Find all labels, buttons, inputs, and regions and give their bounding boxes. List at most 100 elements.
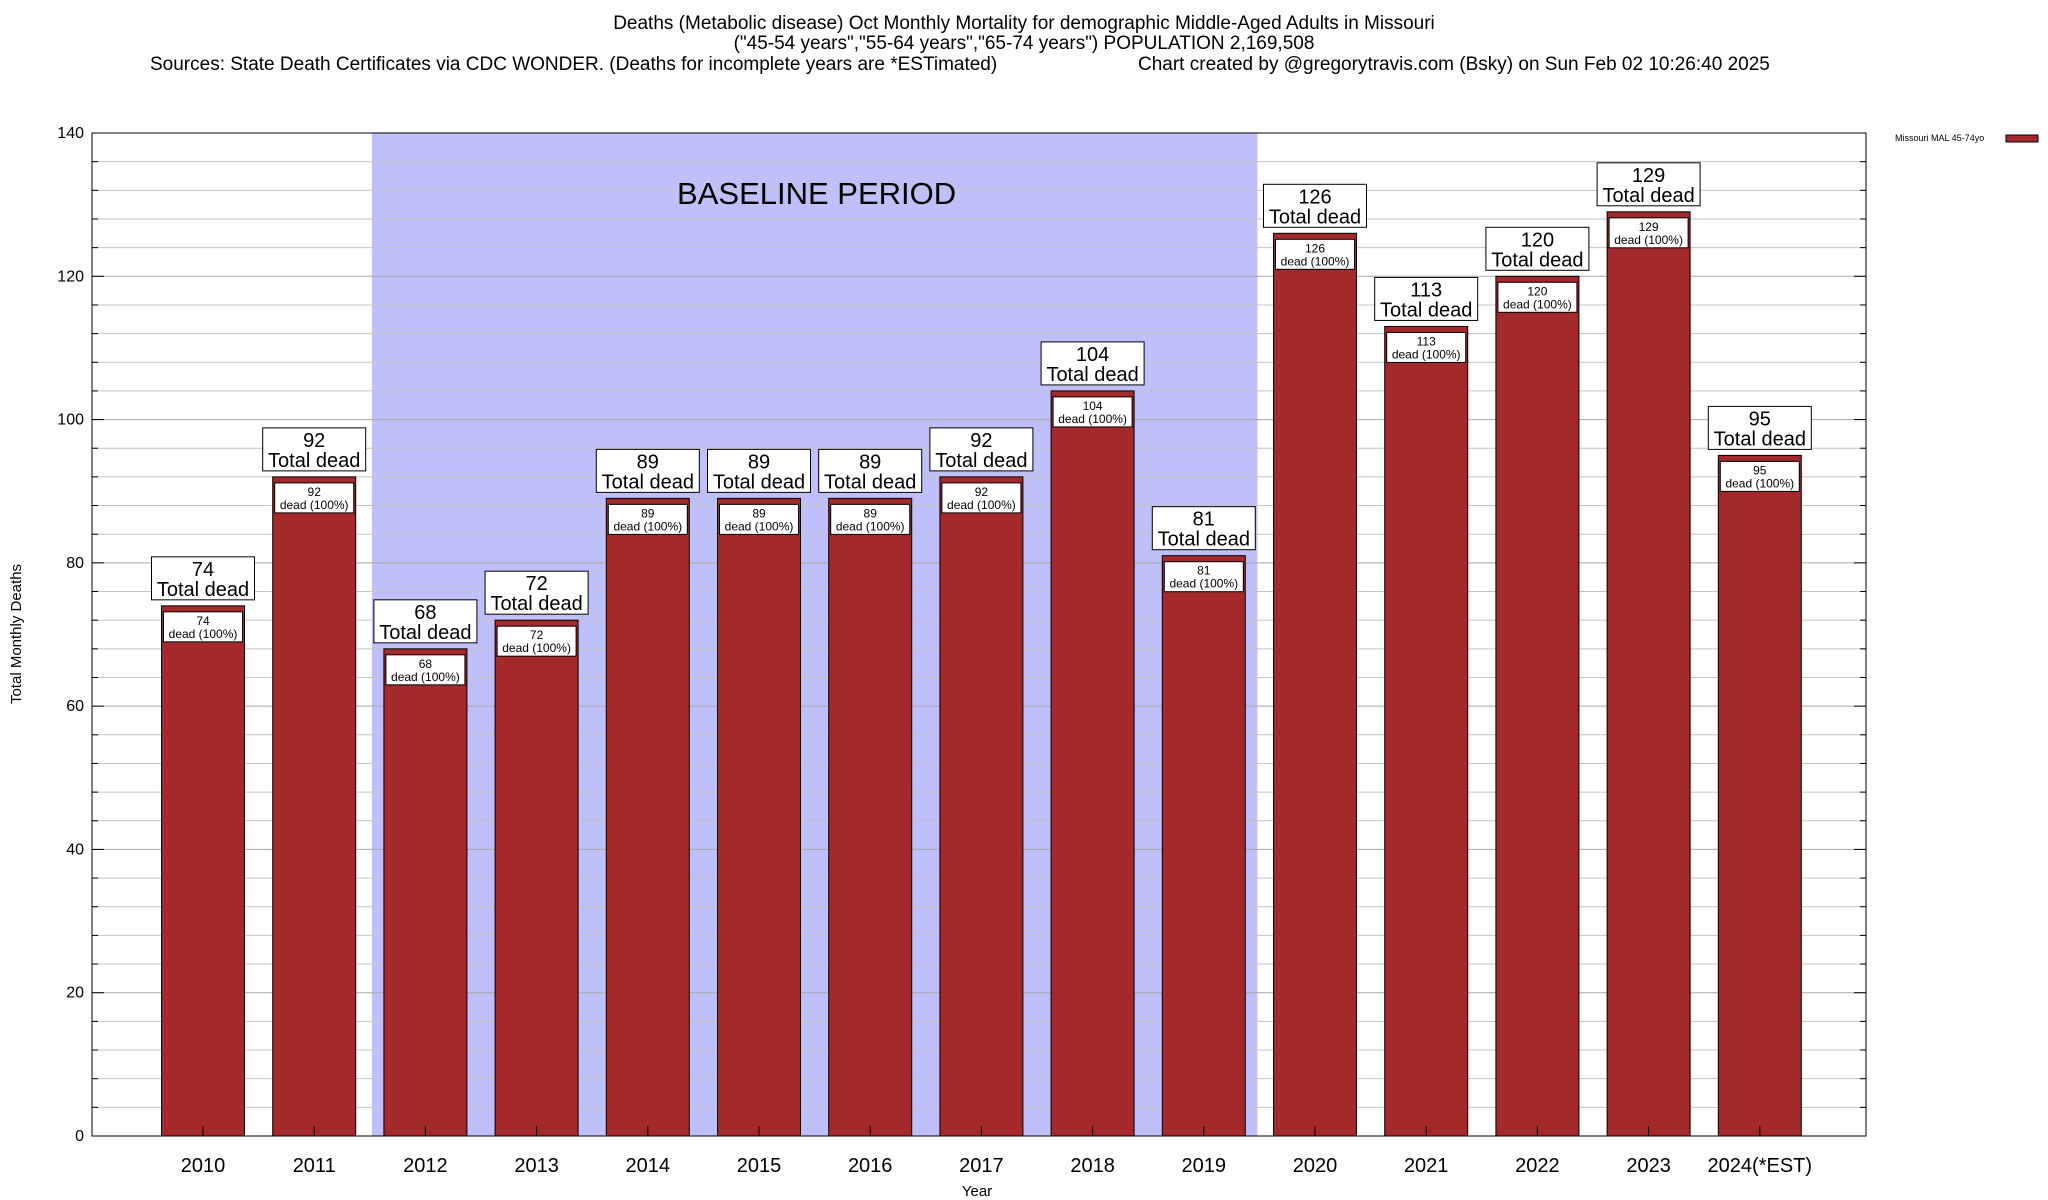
inner-label-value: 120 (1527, 284, 1547, 298)
inner-label-box (1386, 331, 1467, 363)
bar (272, 476, 357, 1137)
bar (1273, 232, 1357, 1137)
top-label-box (595, 448, 700, 493)
data-label-text: Total dead (379, 622, 471, 644)
inner-label-text: dead (100%) (391, 670, 460, 684)
inner-label-value: 89 (752, 506, 766, 520)
bar (828, 497, 913, 1137)
top-label-box (929, 427, 1034, 472)
inner-label-box (1719, 460, 1800, 492)
data-label-text: Total dead (602, 471, 694, 493)
inner-label-value: 68 (419, 657, 433, 671)
inner-label-value: 104 (1083, 399, 1103, 413)
inner-label-box (830, 503, 911, 535)
data-label-text: Total dead (1158, 529, 1250, 551)
data-label: 74 (192, 559, 214, 581)
top-label-box (373, 599, 478, 644)
inner-label-value: 74 (196, 614, 210, 628)
data-label-text: Total dead (1602, 185, 1694, 207)
inner-label-box (941, 482, 1022, 514)
data-label: 92 (303, 430, 325, 452)
inner-label-text: dead (100%) (169, 627, 238, 641)
plot-border (91, 132, 1867, 1137)
inner-label-box (163, 611, 243, 643)
bar (1050, 390, 1135, 1137)
inner-label-box (1608, 217, 1689, 249)
data-label-text: Total dead (713, 471, 805, 493)
inner-label-text: dead (100%) (1169, 577, 1238, 591)
inner-label-value: 72 (530, 628, 544, 642)
title-line-2: ("45-54 years","55-64 years","65-74 year… (733, 33, 1315, 54)
inner-label-text: dead (100%) (1725, 476, 1794, 490)
bar (1606, 211, 1691, 1137)
data-label: 89 (637, 451, 659, 473)
inner-label-value: 113 (1417, 334, 1436, 348)
data-label: 68 (414, 602, 436, 624)
inner-label-text: dead (100%) (280, 498, 349, 512)
inner-label-value: 95 (1753, 463, 1767, 477)
bar (939, 476, 1024, 1137)
data-label-text: Total dead (1714, 428, 1806, 450)
title-line-1: Deaths (Metabolic disease) Oct Monthly M… (613, 13, 1435, 34)
bar (1495, 275, 1580, 1137)
top-label-box (1596, 162, 1701, 207)
y-tick-label: 140 (57, 125, 84, 142)
y-tick-label: 0 (75, 1128, 84, 1145)
inner-label-box (496, 625, 577, 657)
inner-label-value: 92 (308, 485, 322, 499)
x-axis-label: Year (962, 1183, 992, 1200)
bar (1384, 325, 1469, 1137)
data-label: 92 (970, 430, 992, 452)
x-tick-label: 2021 (1404, 1155, 1449, 1177)
baseline-label: BASELINE PERIOD (677, 176, 956, 211)
inner-label-box (1052, 396, 1133, 428)
data-label: 89 (859, 451, 881, 473)
bar (1161, 555, 1246, 1137)
x-tick-label: 2018 (1070, 1155, 1115, 1177)
y-tick-label: 60 (66, 698, 84, 715)
data-label: 129 (1632, 165, 1665, 187)
data-label: 104 (1076, 344, 1109, 366)
data-label: 89 (748, 451, 770, 473)
inner-label-value: 129 (1639, 220, 1659, 234)
bar (717, 497, 801, 1137)
inner-label-text: dead (100%) (613, 519, 682, 533)
inner-label-box (385, 654, 466, 686)
bar (494, 619, 579, 1137)
x-tick-label: 2010 (181, 1155, 226, 1177)
data-label-text: Total dead (490, 593, 582, 615)
inner-label-value: 92 (975, 485, 989, 499)
top-label-box (1374, 276, 1479, 321)
data-label-text: Total dead (824, 471, 916, 493)
inner-label-value: 89 (864, 506, 878, 520)
data-label: 72 (525, 573, 547, 595)
sources-text: Sources: State Death Certificates via CD… (150, 54, 998, 75)
data-label: 81 (1193, 509, 1215, 531)
x-tick-label: 2023 (1626, 1155, 1671, 1177)
x-tick-label: 2022 (1515, 1155, 1560, 1177)
x-tick-label: 2012 (403, 1155, 448, 1177)
bar (1717, 454, 1802, 1137)
inner-label-value: 126 (1305, 241, 1325, 255)
y-tick-label: 40 (66, 841, 84, 858)
data-label: 120 (1521, 229, 1554, 251)
credit-text: Chart created by @gregorytravis.com (Bsk… (1138, 54, 1770, 75)
y-tick-label: 20 (66, 985, 84, 1002)
x-tick-label: 2015 (737, 1155, 782, 1177)
data-label-text: Total dead (1491, 249, 1583, 271)
inner-label-box (274, 482, 355, 514)
inner-label-box (1275, 238, 1355, 270)
top-label-box (262, 427, 367, 472)
inner-label-box (1163, 561, 1244, 593)
data-label-text: Total dead (1380, 299, 1472, 321)
bar (605, 497, 690, 1137)
inner-label-text: dead (100%) (1058, 412, 1127, 426)
bar (383, 648, 468, 1137)
legend-swatch (2005, 134, 2039, 143)
inner-label-box (1497, 281, 1578, 313)
data-label-text: Total dead (1269, 206, 1361, 228)
bar (161, 605, 245, 1137)
y-tick-label: 100 (57, 412, 84, 429)
data-label-text: Total dead (268, 450, 360, 472)
